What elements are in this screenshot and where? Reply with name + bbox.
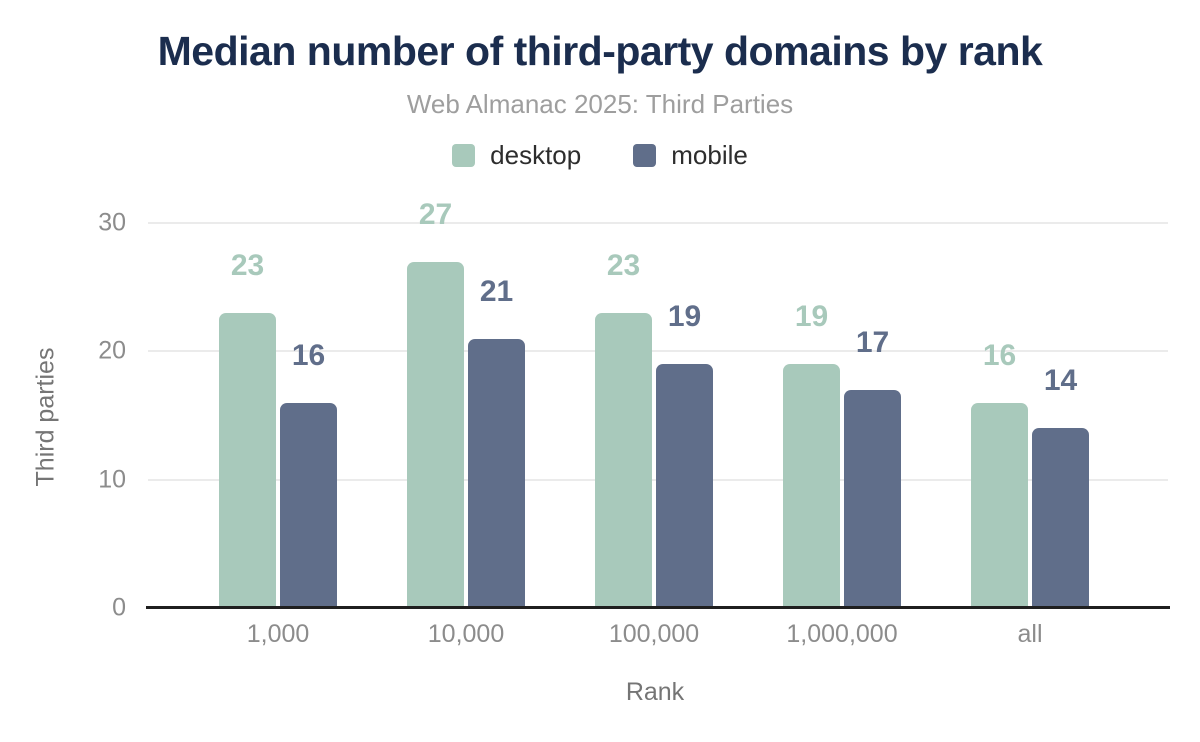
value-label-desktop-100000: 23	[606, 248, 641, 282]
x-tick-1000: 1,000	[246, 620, 310, 648]
y-tick-0: 0	[112, 593, 126, 622]
gridline-y-30	[148, 222, 1168, 224]
bar-desktop-1000000[interactable]	[783, 364, 840, 608]
y-tick-10: 10	[98, 465, 126, 494]
bar-mobile-100000[interactable]	[656, 364, 713, 608]
y-tick-30: 30	[98, 208, 126, 237]
gridline-y-20	[148, 350, 1168, 353]
bar-mobile-1000[interactable]	[280, 402, 337, 608]
x-axis-title: Rank	[625, 678, 685, 706]
x-axis-line	[146, 606, 1170, 609]
bar-desktop-all[interactable]	[971, 402, 1028, 608]
y-tick-20: 20	[98, 336, 126, 365]
value-label-mobile-100000: 19	[667, 300, 702, 334]
bar-mobile-1000000[interactable]	[844, 389, 901, 608]
value-label-mobile-10000: 21	[479, 274, 514, 308]
value-label-mobile-all: 14	[1043, 364, 1078, 398]
legend-swatch-mobile	[633, 144, 657, 167]
bar-desktop-10000[interactable]	[407, 261, 464, 608]
value-label-desktop-1000000: 19	[794, 300, 829, 334]
value-label-mobile-1000: 16	[291, 338, 326, 372]
legend: desktop mobile	[0, 140, 1200, 171]
x-tick-100000: 100,000	[608, 620, 700, 648]
bar-desktop-1000[interactable]	[219, 312, 276, 608]
value-label-mobile-1000000: 17	[855, 325, 890, 359]
legend-label-mobile: mobile	[671, 140, 748, 170]
value-label-desktop-10000: 27	[418, 197, 453, 231]
legend-item-mobile[interactable]: mobile	[633, 140, 748, 171]
legend-item-desktop[interactable]: desktop	[452, 140, 581, 171]
value-label-desktop-1000: 23	[230, 248, 265, 282]
x-tick-all: all	[1017, 620, 1043, 648]
bar-mobile-10000[interactable]	[468, 338, 525, 608]
x-tick-10000: 10,000	[427, 620, 505, 648]
chart-title: Median number of third-party domains by …	[157, 28, 1043, 74]
chart-subtitle: Web Almanac 2025: Third Parties	[406, 89, 794, 119]
plot-area: 23 27 23 19 16 16 21 19 17 14	[148, 198, 1168, 608]
bar-desktop-100000[interactable]	[595, 312, 652, 608]
value-label-desktop-all: 16	[982, 338, 1017, 372]
x-tick-1000000: 1,000,000	[786, 620, 898, 648]
bar-mobile-all[interactable]	[1032, 428, 1089, 608]
legend-label-desktop: desktop	[490, 140, 582, 170]
legend-swatch-desktop	[452, 144, 476, 167]
